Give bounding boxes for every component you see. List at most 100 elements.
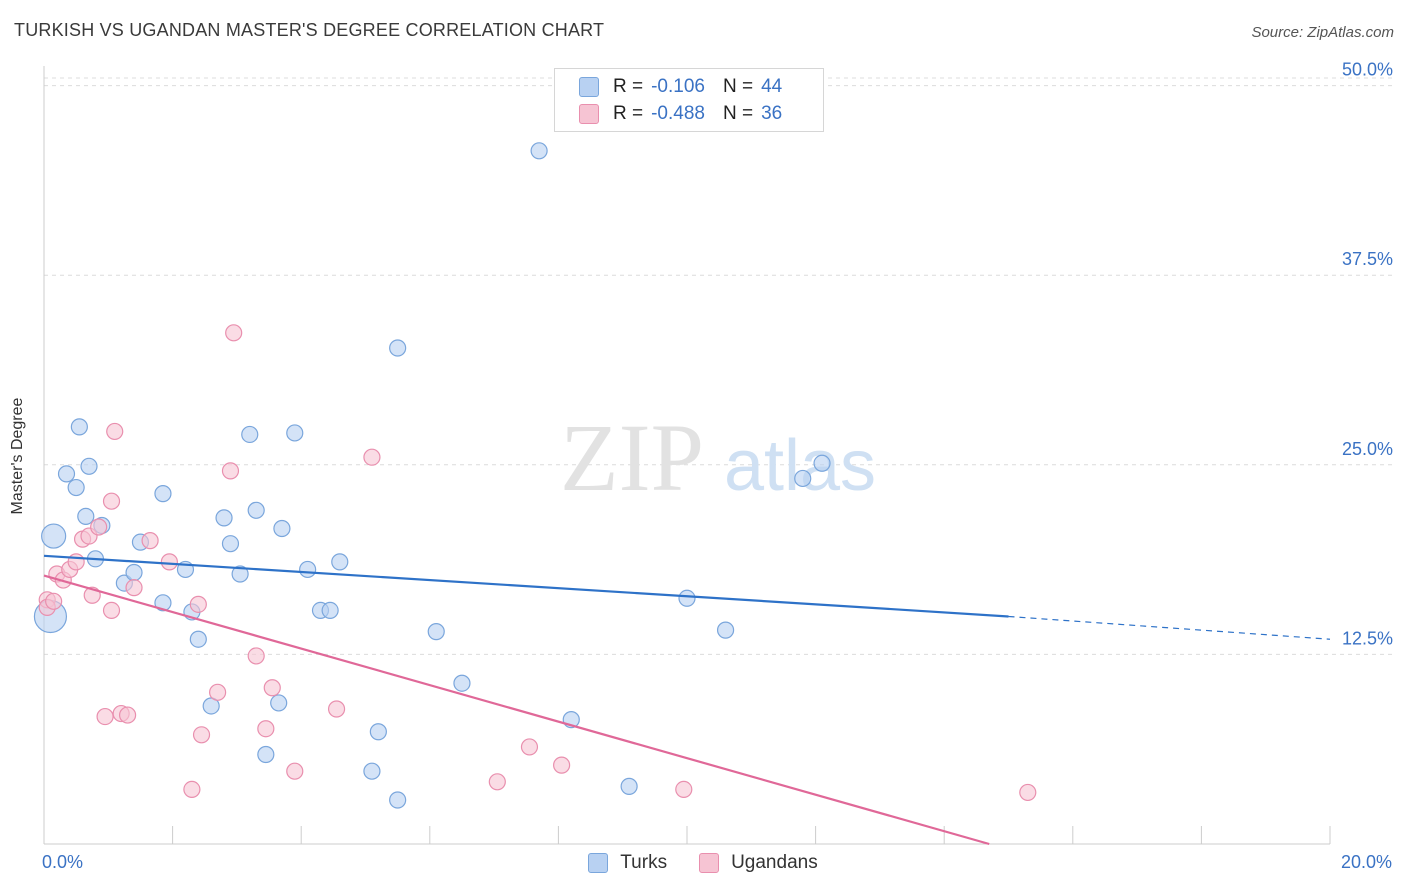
data-point-ugandans xyxy=(225,324,243,342)
series-ugandans xyxy=(38,324,1037,802)
y-tick-label: 12.5% xyxy=(1342,628,1393,648)
source-label: Source: ZipAtlas.com xyxy=(1251,24,1394,41)
legend-row-turks: R = -0.106 N = 44 xyxy=(579,74,782,100)
y-tick-label: 37.5% xyxy=(1342,249,1393,269)
data-point-turks xyxy=(215,509,233,527)
data-point-ugandans xyxy=(141,532,159,550)
data-point-ugandans xyxy=(520,738,539,756)
legend-row-ugandans: R = -0.488 N = 36 xyxy=(579,101,782,127)
data-point-ugandans xyxy=(263,679,281,697)
legend-n-label: N = xyxy=(722,76,754,97)
legend-r-label: R = xyxy=(613,103,644,124)
data-point-turks xyxy=(189,630,207,648)
data-point-ugandans xyxy=(675,780,693,798)
data-point-turks xyxy=(125,563,143,582)
data-point-turks xyxy=(273,519,291,538)
data-point-ugandans xyxy=(1019,783,1037,802)
data-point-turks xyxy=(257,745,275,764)
legend-r-value-turks: -0.106 xyxy=(651,76,705,97)
data-point-ugandans xyxy=(488,773,506,791)
data-point-ugandans xyxy=(118,706,137,724)
legend-swatch-ugandans xyxy=(579,104,599,124)
data-point-ugandans xyxy=(363,448,381,466)
data-point-turks xyxy=(389,339,407,357)
trend-line-turks xyxy=(43,554,1009,618)
data-point-ugandans xyxy=(189,595,207,613)
data-point-turks xyxy=(389,791,407,809)
data-point-ugandans xyxy=(102,492,121,510)
legend-swatch-turks xyxy=(579,77,599,97)
series-legend: Turks Ugandans xyxy=(0,852,1406,874)
watermark: ZIP atlas xyxy=(560,404,876,511)
data-point-turks xyxy=(369,723,387,741)
data-point-ugandans xyxy=(45,592,63,610)
watermark-zip: ZIP xyxy=(560,404,704,511)
trend-extension-turks xyxy=(1008,615,1331,640)
data-point-ugandans xyxy=(286,762,304,780)
data-point-turks xyxy=(154,594,172,612)
y-tick-label: 50.0% xyxy=(1342,60,1393,80)
data-point-turks xyxy=(453,674,471,692)
x-tick-label-min: 0.0% xyxy=(42,852,84,872)
data-point-ugandans xyxy=(192,726,211,744)
data-point-ugandans xyxy=(102,601,121,620)
data-point-ugandans xyxy=(125,579,143,597)
data-point-ugandans xyxy=(247,647,265,665)
legend-swatch-ugandans xyxy=(699,853,720,873)
data-point-turks xyxy=(247,501,265,519)
legend-r-label: R = xyxy=(613,76,644,97)
data-point-ugandans xyxy=(553,756,571,774)
data-point-turks xyxy=(57,465,76,483)
legend-label-ugandans: Ugandans xyxy=(731,852,818,873)
legend-swatch-turks xyxy=(588,853,609,873)
watermark-atlas: atlas xyxy=(724,426,876,506)
legend-label-turks: Turks xyxy=(620,852,668,873)
data-point-turks xyxy=(67,478,85,497)
data-point-ugandans xyxy=(209,683,227,701)
y-tick-labels: 12.5% 25.0% 37.5% 50.0% xyxy=(1342,60,1393,649)
data-point-turks xyxy=(716,621,735,639)
y-tick-label: 25.0% xyxy=(1342,439,1393,459)
data-point-turks xyxy=(678,589,696,607)
data-point-turks xyxy=(321,601,339,620)
legend-n-value-ugandans: 36 xyxy=(761,103,783,124)
data-point-turks xyxy=(530,142,548,160)
legend-r-value-ugandans: -0.488 xyxy=(651,103,705,124)
trend-lines xyxy=(43,554,1331,846)
data-point-turks xyxy=(231,565,249,583)
data-point-turks xyxy=(299,560,317,579)
data-point-turks xyxy=(80,457,98,475)
data-point-turks xyxy=(77,507,95,525)
data-point-ugandans xyxy=(327,700,346,718)
data-point-turks xyxy=(620,777,638,795)
legend-item-turks[interactable]: Turks xyxy=(588,852,667,874)
data-point-turks xyxy=(794,469,812,488)
series-turks xyxy=(33,142,831,809)
data-point-turks xyxy=(221,535,240,553)
data-point-turks xyxy=(813,454,831,472)
legend-n-value-turks: 44 xyxy=(761,76,783,97)
data-point-ugandans xyxy=(67,553,85,571)
data-point-ugandans xyxy=(96,707,114,726)
data-point-ugandans xyxy=(106,422,124,441)
data-point-turks xyxy=(154,485,172,503)
data-point-ugandans xyxy=(160,553,178,571)
chart-title: TURKISH VS UGANDAN MASTER'S DEGREE CORRE… xyxy=(14,20,605,40)
data-point-turks xyxy=(286,424,304,442)
data-point-ugandans xyxy=(221,462,240,480)
data-point-turks xyxy=(241,425,259,444)
correlation-legend: R = -0.106 N = 44 R = -0.488 N = 36 xyxy=(554,68,824,132)
legend-n-label: N = xyxy=(722,103,754,124)
trend-line-ugandans xyxy=(43,574,990,846)
data-point-turks xyxy=(70,418,88,436)
legend-item-ugandans[interactable]: Ugandans xyxy=(699,852,818,874)
data-point-turks xyxy=(363,762,381,780)
data-point-turks xyxy=(331,553,349,571)
axes xyxy=(43,66,1331,845)
data-point-ugandans xyxy=(183,780,201,798)
data-point-ugandans xyxy=(257,720,275,738)
data-point-turks xyxy=(270,694,288,712)
x-tick-label-max: 20.0% xyxy=(1340,852,1392,872)
data-point-turks xyxy=(41,523,67,549)
